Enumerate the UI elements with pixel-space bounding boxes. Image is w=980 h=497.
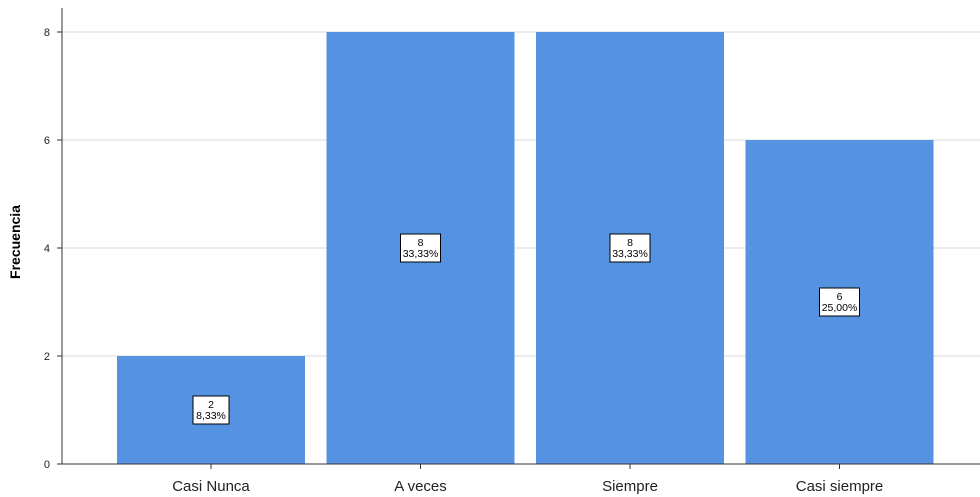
y-tick-label: 4 — [44, 243, 50, 255]
data-label-percent: 33,33% — [403, 248, 439, 260]
y-tick-label: 2 — [44, 351, 50, 363]
data-label-box — [400, 233, 441, 263]
x-tick-label: Siempre — [602, 478, 658, 495]
data-label-percent: 33,33% — [612, 248, 648, 260]
data-label-box — [609, 233, 651, 263]
x-tick-label: A veces — [394, 478, 447, 495]
y-tick-label: 6 — [44, 135, 50, 147]
data-label-count: 6 — [837, 291, 843, 303]
y-tick-label: 0 — [44, 459, 50, 471]
data-label-box — [192, 395, 230, 425]
y-axis-label: Frecuencia — [7, 205, 23, 279]
data-label-count: 8 — [627, 237, 633, 249]
data-label-count: 8 — [418, 237, 424, 249]
data-label-count: 2 — [208, 399, 214, 411]
y-tick-label: 8 — [44, 27, 50, 39]
x-tick-label: Casi Nunca — [172, 478, 250, 495]
x-tick-label: Casi siempre — [796, 478, 884, 495]
data-label-percent: 25,00% — [822, 302, 858, 314]
data-label-box — [819, 287, 860, 317]
data-label-percent: 8,33% — [196, 410, 226, 422]
